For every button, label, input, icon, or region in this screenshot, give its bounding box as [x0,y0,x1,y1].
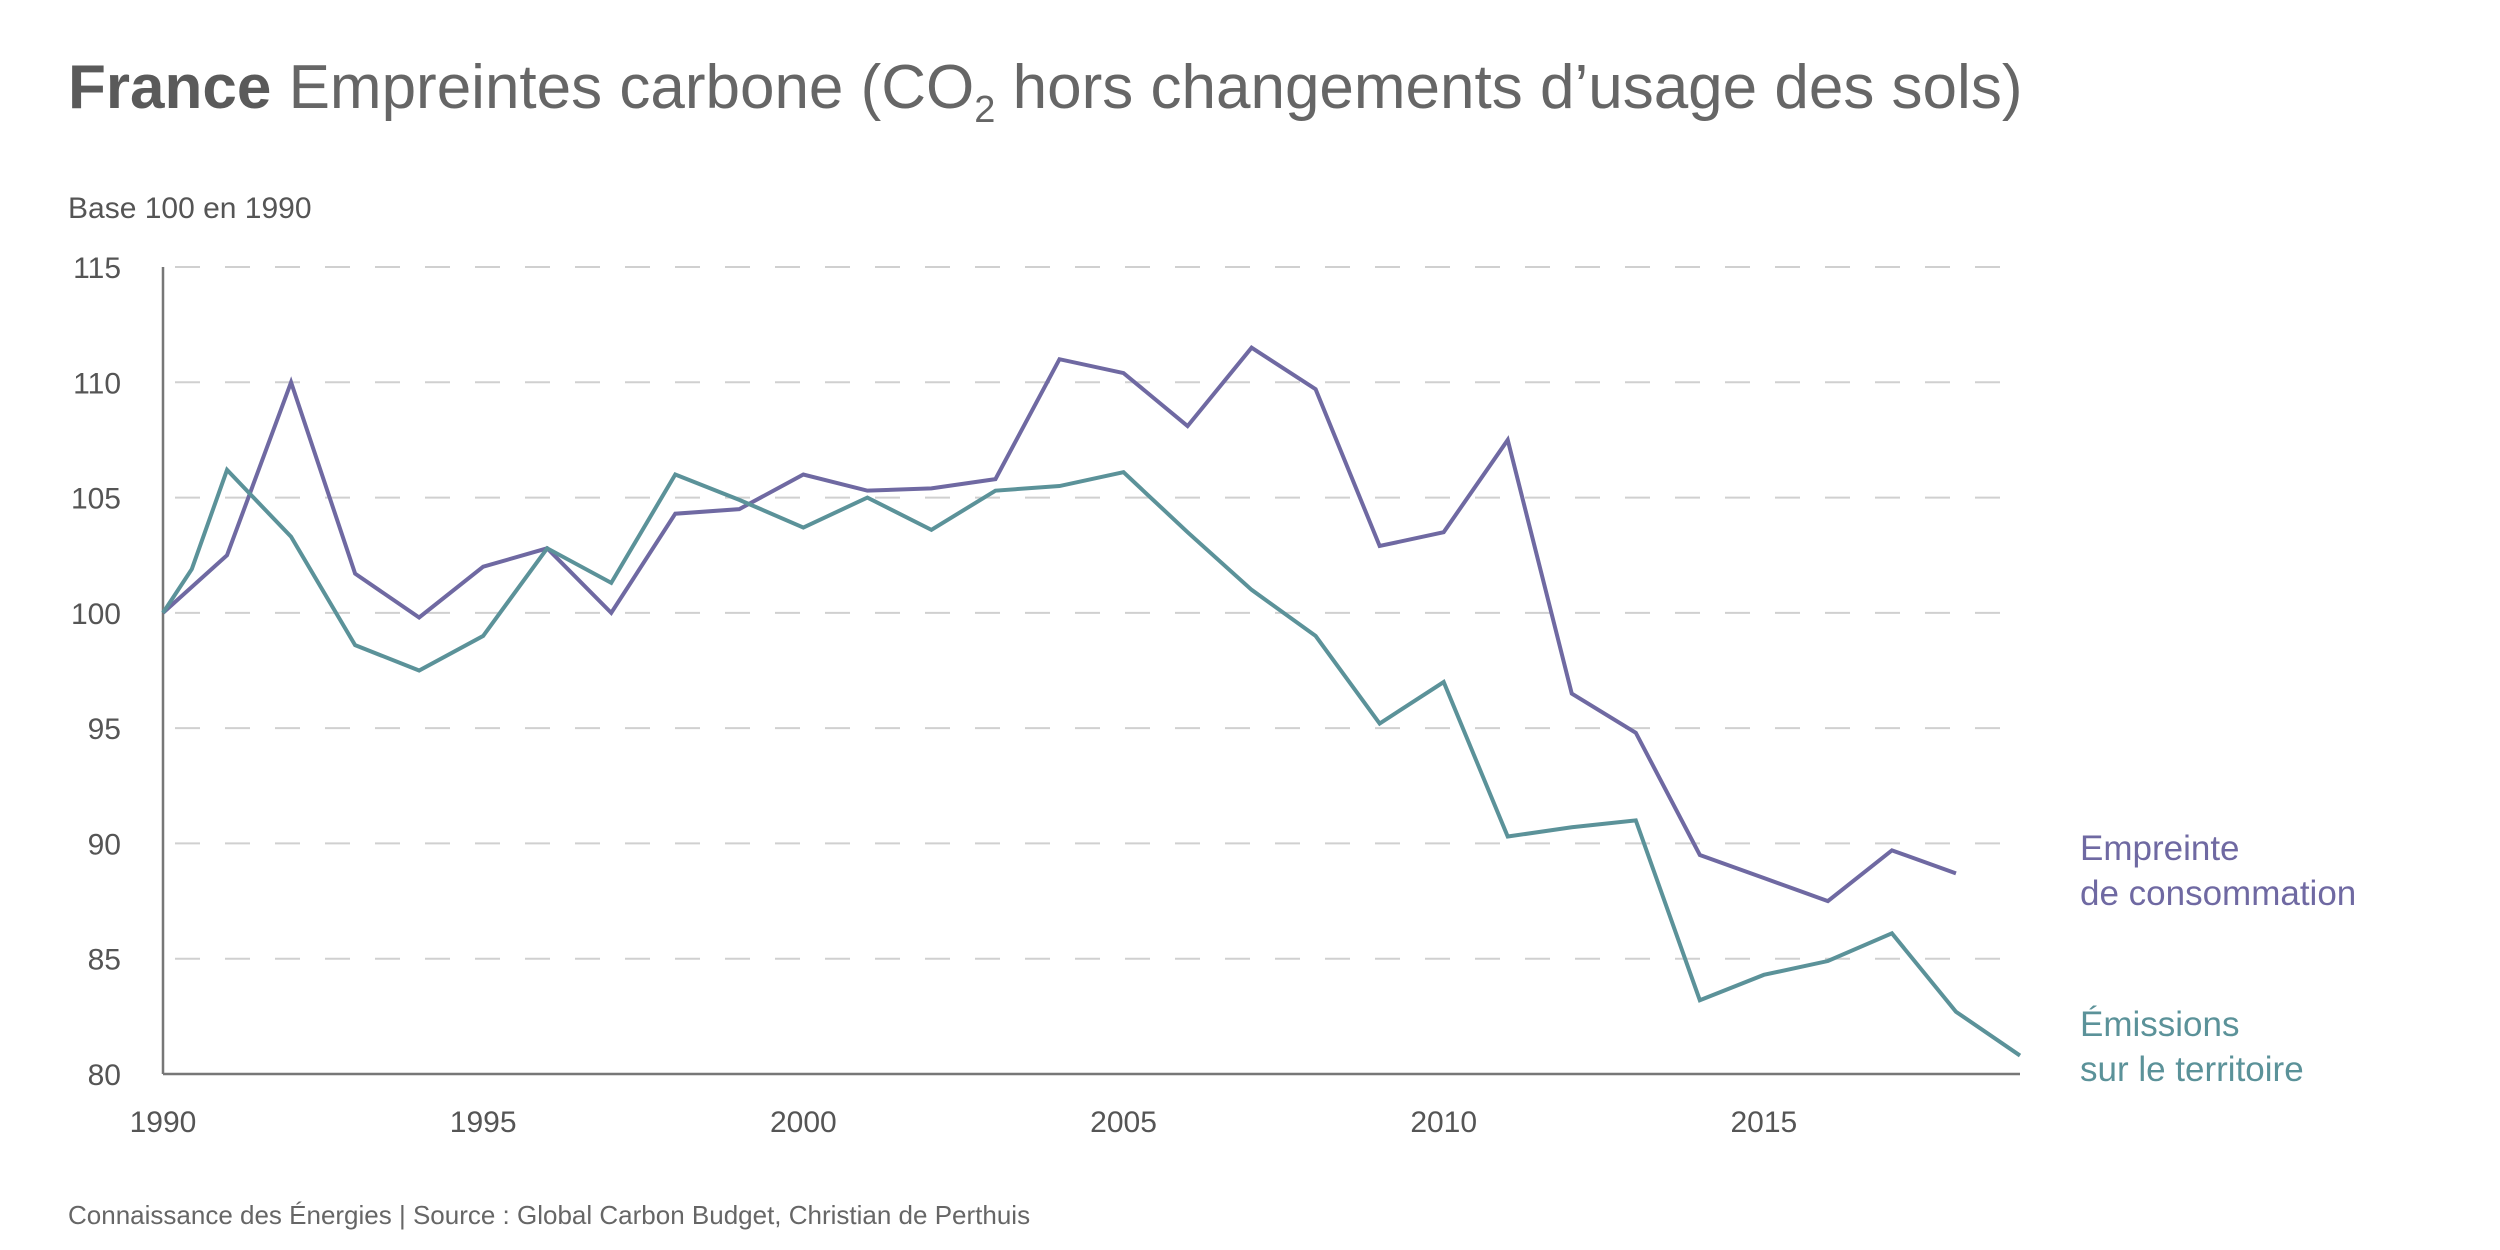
y-tick-label: 80 [88,1059,121,1092]
x-tick-label: 2015 [1730,1106,1797,1139]
y-tick-label: 95 [88,713,121,746]
y-tick-label: 100 [71,598,121,631]
title-text: Empreintes carbone (CO [288,53,975,122]
series-label: de consommation [2080,874,2356,913]
series-line-2 [161,466,2022,1058]
source-note: Connaissance des Énergies | Source : Glo… [68,1200,1031,1230]
title-country: France [68,53,272,122]
y-tick-label: 115 [73,252,121,285]
x-tick-label: 2000 [770,1106,837,1139]
y-tick-label: 110 [73,367,121,400]
series-line-1 [161,345,1957,904]
x-tick-label: 1995 [450,1106,517,1139]
y-tick-label: 85 [88,944,121,977]
y-axis-unit: Base 100 en 1990 [68,192,312,225]
y-tick-label: 90 [88,828,121,861]
series-label: sur le territoire [2080,1050,2304,1089]
series-label: Émissions [2080,1005,2239,1044]
x-tick-label: 2010 [1410,1106,1477,1139]
y-tick-label: 105 [71,483,121,516]
title-text-end: hors changements d’usage des sols) [995,53,2023,122]
x-tick-label: 2005 [1090,1106,1157,1139]
title-subscript: 2 [974,89,996,131]
series-label: Empreinte [2080,829,2240,868]
chart-title: France Empreintes carbone (CO2 hors chan… [68,52,2022,132]
x-tick-label: 1990 [130,1106,197,1139]
